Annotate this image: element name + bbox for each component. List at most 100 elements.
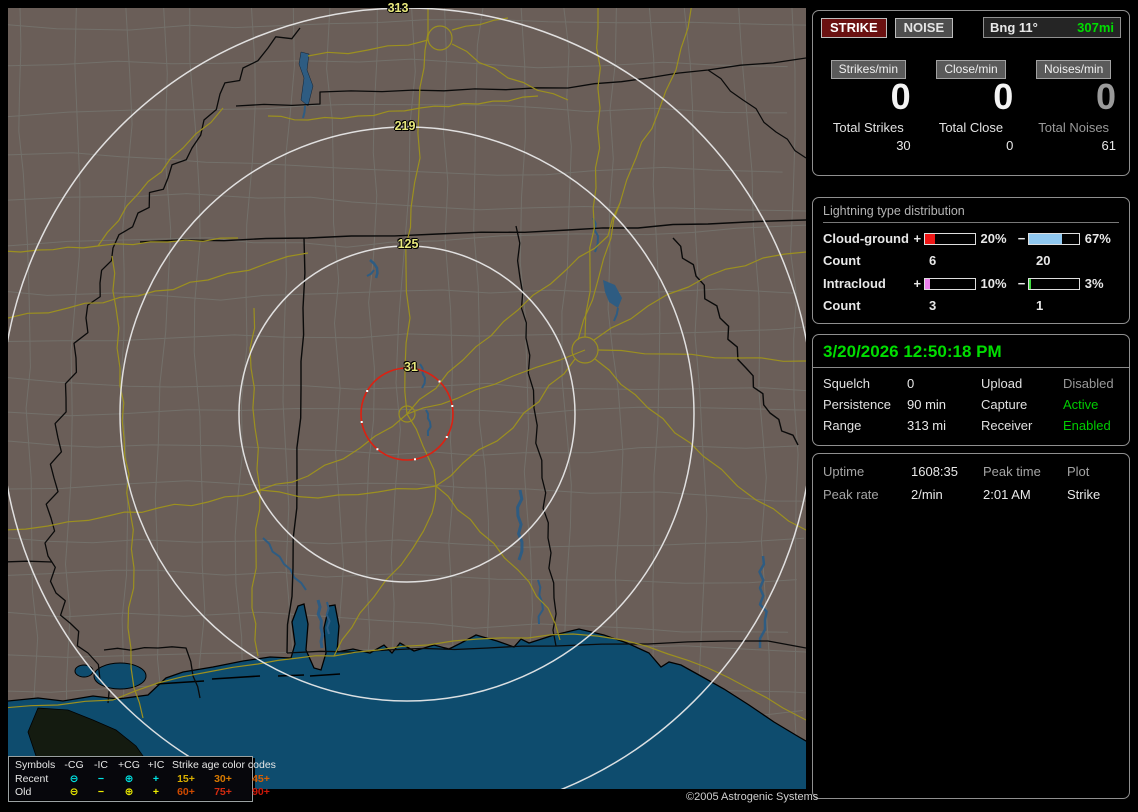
uptime-value: 1608:35 — [911, 464, 958, 479]
plot-label: Plot — [1067, 464, 1090, 479]
strikes-column: Strikes/min 0 Total Strikes 30 — [823, 60, 914, 153]
legend-age-title: Strike age color codes — [172, 759, 276, 772]
total-noises-value: 61 — [1101, 138, 1116, 153]
cloud-ground-count-row: Count 6 20 — [823, 253, 1119, 268]
recent-pos-ic-icon: + — [152, 772, 160, 785]
noises-per-min-button[interactable]: Noises/min — [1035, 60, 1112, 79]
plus-sign: + — [913, 276, 922, 291]
strikes-per-min-button[interactable]: Strikes/min — [830, 60, 906, 79]
range-ring-label-125: 125 — [397, 237, 419, 251]
time-status-panel: 3/20/2026 12:50:18 PM Squelch 0 Upload D… — [812, 334, 1130, 446]
symbols-legend: Symbols -CG -IC +CG +IC Strike age color… — [8, 756, 276, 802]
cg-negative-count: 20 — [1036, 253, 1051, 268]
age-code-60: 60+ — [177, 786, 195, 799]
total-close-value: 0 — [1006, 138, 1014, 153]
noise-mode-button[interactable]: NOISE — [894, 17, 954, 38]
ic-negative-bar — [1028, 277, 1080, 290]
old-pos-cg-icon: ⊕ — [124, 786, 134, 799]
mode-toolbar: STRIKE NOISE Bng 11° 307mi — [821, 17, 1121, 38]
distribution-title: Lightning type distribution — [823, 204, 1119, 223]
peak-rate-value: 2/min — [911, 487, 943, 502]
peak-time-label: Peak time — [983, 464, 1041, 479]
strike-mode-button[interactable]: STRIKE — [821, 17, 887, 38]
persistence-value: 90 min — [907, 397, 947, 412]
copyright-text: ©2005 Astrogenic Systems — [686, 791, 819, 803]
old-neg-cg-icon: ⊖ — [69, 786, 79, 799]
peak-rate-label: Peak rate — [823, 487, 879, 502]
plus-sign: + — [913, 231, 922, 246]
persistence-label: Persistence — [823, 397, 891, 412]
plot-mode-value: Strike — [1067, 487, 1101, 502]
upload-status: Disabled — [1063, 376, 1114, 391]
recent-neg-ic-icon: − — [97, 772, 105, 785]
distance-value: 307mi — [1077, 20, 1114, 35]
total-strikes-value: 30 — [896, 138, 911, 153]
map-canvas[interactable] — [8, 8, 806, 789]
legend-recent-label: Recent — [15, 772, 49, 785]
close-column: Close/min 0 Total Close 0 — [926, 60, 1017, 153]
count-label: Count — [823, 298, 861, 313]
count-label: Count — [823, 253, 861, 268]
legend-pos-ic-header: +IC — [147, 759, 165, 772]
range-label: Range — [823, 418, 862, 433]
old-pos-ic-icon: + — [152, 786, 160, 799]
cg-positive-bar — [924, 232, 976, 245]
upload-label: Upload — [981, 376, 1023, 391]
cg-negative-bar — [1028, 232, 1080, 245]
cg-positive-percent: 20% — [980, 231, 1007, 246]
total-strikes-label: Total Strikes — [832, 120, 904, 135]
receiver-status: Enabled — [1063, 418, 1111, 433]
age-code-30: 30+ — [214, 772, 232, 785]
legend-neg-ic-header: -IC — [94, 759, 108, 772]
noises-per-min-value: 0 — [1095, 76, 1116, 117]
session-grid: Uptime 1608:35 Peak time Plot Peak rate … — [813, 454, 1129, 502]
legend-pos-cg-header: +CG — [118, 759, 140, 772]
cloud-ground-label: Cloud-ground — [823, 231, 909, 246]
peak-time-value: 2:01 AM — [983, 487, 1031, 502]
status-grid: Squelch 0 Upload Disabled Persistence 90… — [813, 368, 1129, 433]
close-per-min-button[interactable]: Close/min — [936, 60, 1006, 79]
datetime-display: 3/20/2026 12:50:18 PM — [813, 335, 1129, 368]
legend-old-row: Old ⊖ − ⊕ + 60+ 75+ 90+ — [15, 786, 270, 800]
capture-label: Capture — [981, 397, 1028, 412]
intracloud-count-row: Count 3 1 — [823, 298, 1119, 313]
old-neg-ic-icon: − — [97, 786, 105, 799]
cg-negative-percent: 67% — [1084, 231, 1111, 246]
bearing-distance-badge: Bng 11° 307mi — [983, 17, 1121, 38]
ic-negative-count: 1 — [1036, 298, 1044, 313]
minus-sign: − — [1017, 231, 1026, 246]
age-code-90: 90+ — [252, 786, 270, 799]
legend-old-label: Old — [15, 786, 32, 799]
legend-symbols-header: Symbols — [15, 759, 56, 772]
age-code-45: 45+ — [252, 772, 270, 785]
cg-positive-count: 6 — [929, 253, 937, 268]
ic-positive-bar — [924, 277, 976, 290]
recent-pos-cg-icon: ⊕ — [124, 772, 134, 785]
counters-panel: STRIKE NOISE Bng 11° 307mi Strikes/min 0… — [812, 10, 1130, 176]
legend-neg-cg-header: -CG — [64, 759, 84, 772]
range-ring-label-313: 313 — [387, 1, 409, 15]
strikes-per-min-value: 0 — [890, 76, 911, 117]
age-code-75: 75+ — [214, 786, 232, 799]
age-code-15: 15+ — [177, 772, 195, 785]
minus-sign: − — [1017, 276, 1026, 291]
total-noises-label: Total Noises — [1038, 120, 1110, 135]
cloud-ground-row: Cloud-ground + 20% − 67% — [823, 231, 1119, 246]
close-ring-label-31: 31 — [404, 360, 418, 374]
recent-neg-cg-icon: ⊖ — [69, 772, 79, 785]
range-ring-label-219: 219 — [394, 119, 416, 133]
capture-status: Active — [1063, 397, 1099, 412]
range-value: 313 mi — [907, 418, 947, 433]
ic-positive-percent: 10% — [980, 276, 1007, 291]
total-close-label: Total Close — [938, 120, 1004, 135]
radar-map[interactable] — [8, 8, 806, 789]
squelch-label: Squelch — [823, 376, 870, 391]
session-panel: Uptime 1608:35 Peak time Plot Peak rate … — [812, 453, 1130, 799]
close-per-min-value: 0 — [993, 76, 1014, 117]
counter-columns: Strikes/min 0 Total Strikes 30 Close/min… — [823, 60, 1119, 153]
ic-negative-percent: 3% — [1084, 276, 1104, 291]
intracloud-row: Intracloud + 10% − 3% — [823, 276, 1119, 291]
intracloud-label: Intracloud — [823, 276, 886, 291]
noises-column: Noises/min 0 Total Noises 61 — [1028, 60, 1119, 153]
receiver-label: Receiver — [981, 418, 1033, 433]
